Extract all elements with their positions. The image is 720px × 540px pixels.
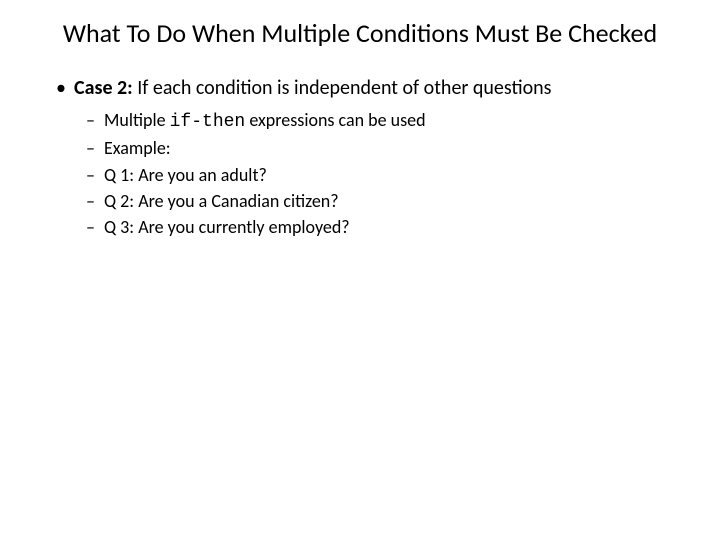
text-pre: Multiple: [104, 109, 170, 131]
slide-title: What To Do When Multiple Conditions Must…: [60, 18, 660, 49]
bullet-list-level1: • Case 2: If each condition is independe…: [48, 75, 672, 102]
slide: What To Do When Multiple Conditions Must…: [0, 0, 720, 540]
list-item: – Q 3: Are you currently employed?: [86, 215, 672, 239]
code-text: if-then: [170, 112, 246, 132]
list-item: – Q 1: Are you an adult?: [86, 163, 672, 187]
list-item-text: Case 2: If each condition is independent…: [74, 75, 551, 102]
list-item: – Example:: [86, 136, 672, 160]
case-text: If each condition is independent of othe…: [133, 76, 552, 100]
list-item: – Q 2: Are you a Canadian citizen?: [86, 189, 672, 213]
dash-icon: –: [86, 163, 104, 187]
list-item: • Case 2: If each condition is independe…: [56, 75, 672, 102]
bullet-list-level2: – Multiple if-then expressions can be us…: [48, 108, 672, 239]
bullet-icon: •: [56, 75, 74, 102]
list-item-text: Q 3: Are you currently employed?: [104, 215, 350, 239]
dash-icon: –: [86, 189, 104, 213]
dash-icon: –: [86, 136, 104, 160]
text-post: expressions can be used: [245, 109, 425, 131]
dash-icon: –: [86, 108, 104, 132]
list-item: – Multiple if-then expressions can be us…: [86, 108, 672, 134]
list-item-text: Multiple if-then expressions can be used: [104, 108, 426, 134]
list-item-text: Q 1: Are you an adult?: [104, 163, 267, 187]
list-item-text: Q 2: Are you a Canadian citizen?: [104, 189, 339, 213]
case-label: Case 2:: [74, 76, 133, 100]
list-item-text: Example:: [104, 136, 171, 160]
dash-icon: –: [86, 215, 104, 239]
